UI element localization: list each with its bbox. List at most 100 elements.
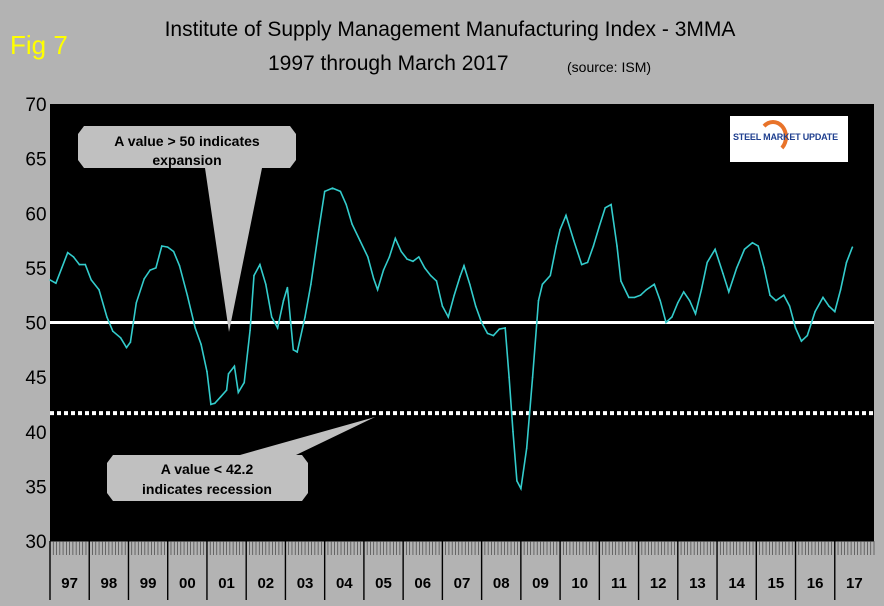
series-point (441, 305, 444, 307)
series-point (394, 237, 397, 240)
series-point (743, 248, 746, 251)
series-point (66, 251, 69, 254)
series-point (331, 187, 334, 189)
series-point (292, 349, 295, 351)
series-point (463, 264, 465, 267)
x-tick-label: 11 (611, 575, 627, 592)
x-tick-label: 10 (571, 575, 588, 592)
series-point (382, 269, 385, 271)
series-point (512, 430, 514, 433)
series-point (296, 351, 299, 353)
series-point (508, 376, 510, 378)
source-note: (source: ISM) (567, 59, 652, 75)
series-point (677, 302, 679, 304)
x-tick-label: 09 (532, 575, 549, 592)
series-point (763, 267, 765, 269)
series-point (492, 334, 495, 337)
series-point (323, 190, 326, 193)
recession-callout-line2: indicates recession (142, 481, 272, 497)
x-tick-label: 97 (61, 575, 78, 592)
series-point (549, 274, 552, 277)
series-point (243, 381, 246, 384)
y-tick-label: 40 (25, 423, 46, 444)
series-point (616, 245, 618, 247)
x-tick-label: 15 (768, 575, 785, 592)
x-tick-label: 98 (101, 575, 118, 592)
x-tick-label: 05 (375, 575, 392, 592)
series-point (233, 365, 236, 368)
series-point (435, 280, 438, 282)
x-tick-label: 14 (728, 575, 745, 592)
series-point (237, 391, 240, 394)
series-point (769, 294, 771, 296)
series-point (194, 327, 196, 329)
y-tick-label: 70 (25, 95, 46, 116)
series-point (639, 294, 642, 296)
series-point (728, 291, 730, 293)
recession-callout (107, 417, 375, 501)
series-point (447, 316, 450, 318)
series-point (106, 316, 108, 318)
series-point (735, 267, 738, 269)
series-point (459, 275, 461, 278)
y-tick-label: 35 (25, 477, 46, 498)
series-point (751, 241, 754, 244)
series-point (84, 263, 87, 266)
series-point (149, 269, 151, 271)
series-point (400, 250, 402, 253)
series-point (227, 373, 230, 375)
series-point (486, 332, 489, 335)
series-point (225, 389, 228, 392)
series-point (598, 225, 601, 228)
series-point (800, 340, 803, 342)
series-point (135, 302, 138, 304)
series-point (531, 376, 534, 378)
series-point (653, 283, 656, 286)
series-point (339, 190, 342, 193)
x-tick-label: 99 (140, 575, 157, 592)
series-point (388, 256, 391, 258)
series-point (253, 274, 255, 277)
x-tick-label: 08 (493, 575, 510, 592)
series-point (367, 256, 369, 258)
y-tick-label: 60 (25, 204, 46, 225)
series-point (60, 267, 63, 269)
series-point (537, 299, 540, 302)
series-point (186, 294, 189, 296)
series-point (310, 283, 312, 286)
logo-swoosh-icon (758, 120, 788, 154)
series-point (700, 288, 703, 291)
x-tick-label: 04 (336, 575, 353, 592)
series-point (559, 228, 561, 231)
series-point (504, 327, 506, 329)
series-point (480, 321, 483, 324)
series-point (90, 279, 92, 281)
series-point (98, 288, 100, 291)
series-point (694, 312, 697, 315)
series-point (833, 310, 836, 313)
recession-callout-line1: A value < 42.2 (161, 461, 254, 477)
series-point (814, 310, 816, 313)
series-point (178, 264, 181, 267)
series-point (516, 480, 518, 482)
series-point (586, 261, 589, 264)
logo-text: STEEL MARKET UPDATE (733, 132, 838, 142)
series-point (351, 223, 353, 225)
x-tick-label: 01 (218, 575, 235, 592)
series-point (498, 328, 501, 330)
series-point (72, 256, 75, 258)
series-point (682, 291, 685, 293)
series-point (633, 296, 636, 299)
series-point (573, 239, 575, 242)
series-point (788, 305, 791, 307)
series-point (49, 279, 51, 281)
series-points (49, 187, 854, 490)
series-point (200, 343, 202, 346)
x-tick-label: 00 (179, 575, 196, 592)
y-tick-label: 30 (25, 532, 46, 553)
series-point (659, 299, 661, 302)
x-tick-label: 17 (846, 575, 863, 592)
series-point (782, 294, 785, 296)
y-tick-label: 50 (25, 314, 46, 335)
